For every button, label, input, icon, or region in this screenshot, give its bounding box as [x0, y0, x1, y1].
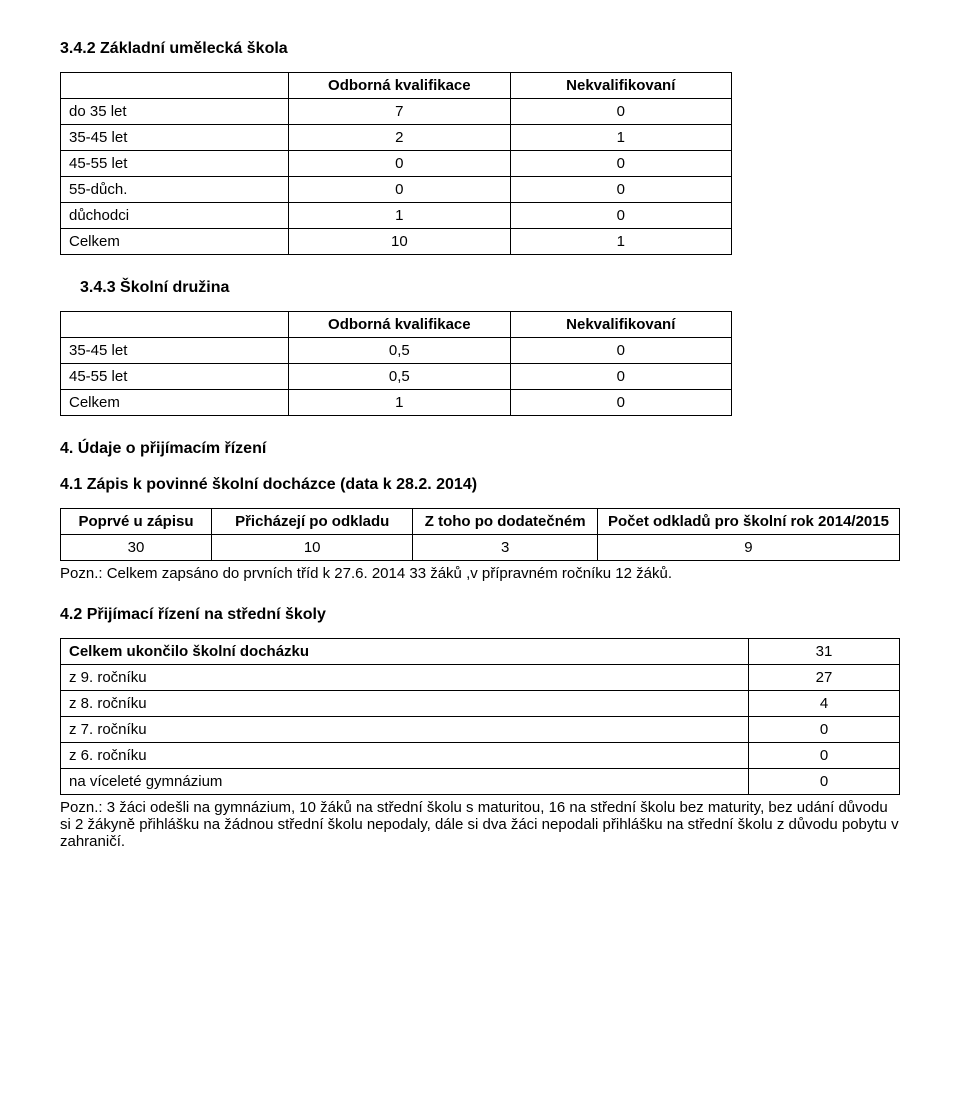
heading-41: 4.1 Zápis k povinné školní docházce (dat…: [60, 476, 900, 494]
note-41: Pozn.: Celkem zapsáno do prvních tříd k …: [60, 565, 900, 582]
cell: z 9. ročníku: [61, 665, 749, 691]
cell: 45-55 let: [61, 151, 289, 177]
th-empty: [61, 312, 289, 338]
table-row: 45-55 let 0 0: [61, 151, 732, 177]
cell: Celkem: [61, 390, 289, 416]
cell: 0: [748, 717, 899, 743]
heading-342: 3.4.2 Základní umělecká škola: [60, 40, 900, 58]
table-42: Celkem ukončilo školní docházku 31 z 9. …: [60, 638, 900, 795]
cell: 7: [289, 99, 510, 125]
cell: 9: [597, 535, 899, 561]
table-41: Poprvé u zápisu Přicházejí po odkladu Z …: [60, 508, 900, 561]
cell: 0: [748, 769, 899, 795]
cell: 0: [289, 177, 510, 203]
table-row: z 8. ročníku 4: [61, 691, 900, 717]
cell: důchodci: [61, 203, 289, 229]
cell: 1: [510, 229, 731, 255]
th-nekvalif: Nekvalifikovaní: [510, 312, 731, 338]
table-row: 35-45 let 2 1: [61, 125, 732, 151]
table-row: 45-55 let 0,5 0: [61, 364, 732, 390]
cell: 35-45 let: [61, 125, 289, 151]
cell: 4: [748, 691, 899, 717]
heading-343: 3.4.3 Školní družina: [80, 279, 900, 297]
th-nekvalif: Nekvalifikovaní: [510, 73, 731, 99]
cell: 1: [289, 390, 510, 416]
cell: 0: [510, 338, 731, 364]
th-poprve: Poprvé u zápisu: [61, 509, 212, 535]
table-row: Celkem 1 0: [61, 390, 732, 416]
table-row: důchodci 1 0: [61, 203, 732, 229]
table-row: z 7. ročníku 0: [61, 717, 900, 743]
th-ztoho: Z toho po dodatečném: [413, 509, 598, 535]
cell: z 8. ročníku: [61, 691, 749, 717]
cell: 3: [413, 535, 598, 561]
table-row: z 6. ročníku 0: [61, 743, 900, 769]
cell: z 6. ročníku: [61, 743, 749, 769]
cell: 2: [289, 125, 510, 151]
th-empty: [61, 73, 289, 99]
table-row: Celkem ukončilo školní docházku 31: [61, 639, 900, 665]
cell: 0: [289, 151, 510, 177]
cell: 10: [289, 229, 510, 255]
cell: 0: [510, 99, 731, 125]
cell: 55-důch.: [61, 177, 289, 203]
heading-4: 4. Údaje o přijímacím řízení: [60, 440, 900, 458]
cell: 0: [510, 364, 731, 390]
heading-42: 4.2 Přijímací řízení na střední školy: [60, 606, 900, 624]
cell: Celkem: [61, 229, 289, 255]
cell: 0: [510, 151, 731, 177]
th-odborna: Odborná kvalifikace: [289, 73, 510, 99]
cell: 1: [289, 203, 510, 229]
table-row: Celkem 10 1: [61, 229, 732, 255]
table-row: 55-důch. 0 0: [61, 177, 732, 203]
cell: 45-55 let: [61, 364, 289, 390]
cell: 0,5: [289, 364, 510, 390]
table-row: z 9. ročníku 27: [61, 665, 900, 691]
cell: 31: [748, 639, 899, 665]
table-row: 30 10 3 9: [61, 535, 900, 561]
cell: 1: [510, 125, 731, 151]
th-odborna: Odborná kvalifikace: [289, 312, 510, 338]
cell: 0: [510, 177, 731, 203]
table-342: Odborná kvalifikace Nekvalifikovaní do 3…: [60, 72, 732, 255]
cell: z 7. ročníku: [61, 717, 749, 743]
cell: 27: [748, 665, 899, 691]
table-343: Odborná kvalifikace Nekvalifikovaní 35-4…: [60, 311, 732, 416]
th-odklady: Počet odkladů pro školní rok 2014/2015: [597, 509, 899, 535]
cell: 30: [61, 535, 212, 561]
cell: na víceleté gymnázium: [61, 769, 749, 795]
cell: 0: [510, 390, 731, 416]
cell: do 35 let: [61, 99, 289, 125]
note-42: Pozn.: 3 žáci odešli na gymnázium, 10 žá…: [60, 799, 900, 850]
table-row: na víceleté gymnázium 0: [61, 769, 900, 795]
cell: Celkem ukončilo školní docházku: [69, 643, 309, 660]
table-row: do 35 let 7 0: [61, 99, 732, 125]
cell: 0: [748, 743, 899, 769]
cell: 0: [510, 203, 731, 229]
th-prichazi: Přicházejí po odkladu: [212, 509, 413, 535]
cell: 35-45 let: [61, 338, 289, 364]
cell: 0,5: [289, 338, 510, 364]
table-row: 35-45 let 0,5 0: [61, 338, 732, 364]
cell: 10: [212, 535, 413, 561]
